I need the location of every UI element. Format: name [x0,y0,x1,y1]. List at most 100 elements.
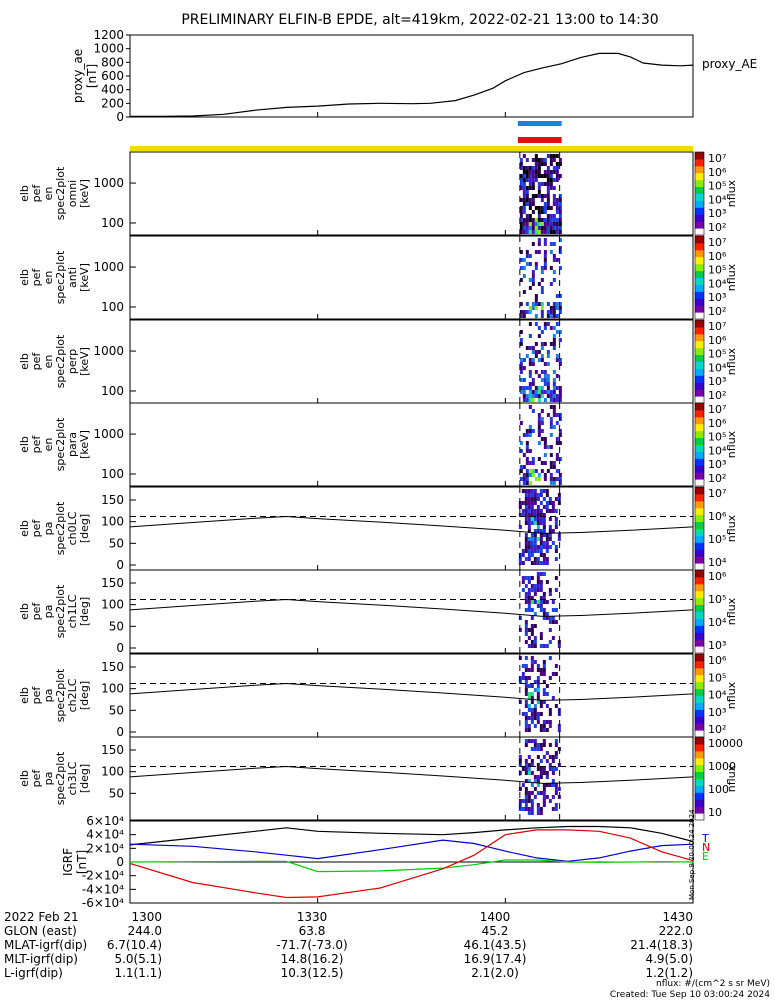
spec-panel-2-pixel [525,346,529,350]
spec-panel-2-colorbar-swatch [695,320,704,328]
pa-panel-1-pixel [527,608,531,612]
spec-panel-0-pixel [558,174,562,178]
pa-panel-0-pixel [527,541,531,545]
spec-panel-3-pixel [525,433,529,437]
spec-panel-1-pixel [534,250,538,254]
pa-panel-3-pixel [536,807,540,811]
pa-panel-3-colorbar: 10 100 1000 10000 nflux [694,736,743,821]
pa-panel-2-pixel [524,692,528,696]
spec-panel-0-pixel [528,182,532,186]
pa-panel-2-pixel [530,692,534,696]
pa-panel-1-pixel [536,600,540,604]
spec-panel-0-pixel [531,158,535,162]
spec-panel-3-pixel [528,461,532,465]
spec-panel-3-pixel [525,481,529,485]
spec-panel-1-pixel [552,258,556,262]
spec-panel-2-pixel [528,374,532,378]
spec-panel-1-pixel [555,258,559,262]
pa-panel-3-pixel [530,811,534,815]
spec-panel-0-pixel [528,202,532,206]
pa-panel-1-ylabel: ch1LC [66,594,79,628]
pa-panel-0-pixel [524,541,528,545]
pa-panel-3-pixel [527,791,531,795]
pa-panel-0-pixel [527,489,531,493]
pa-panel-0-pixel [545,501,549,505]
spec-panel-0-pixel [522,206,526,210]
pa-panel-3-pixel [542,799,546,803]
spec-panel-1-pixel [522,274,526,278]
pa-panel-3-pixel [545,771,549,775]
pa-panel-2-pixel [548,712,552,716]
spec-panel-1-pixel [531,278,535,282]
pa-panel-1-pixel [524,600,528,604]
pa-panel-3-pixel [524,803,528,807]
spec-panel-1-colorbar-tick: 10² [708,305,726,318]
spec-panel-1-pixel [549,314,553,318]
pa-panel-2-pixel [533,660,537,664]
pa-panel-1-pixel [521,576,525,580]
pa-panel-0-pixel [554,557,558,561]
spec-panel-1-colorbar-swatch [695,249,704,258]
pa-panel-1-pixel [524,608,528,612]
spec-panel-0-pixel [534,222,538,226]
pa-panel-3-colorbar-swatch [695,757,704,766]
pa-panel-2-pixel [530,664,534,668]
spec-panel-0-colorbar-swatch [695,200,704,208]
spec-panel-0-pixel [549,214,553,218]
spec-panel-3-pixel [558,413,562,417]
spec-panel-0-pixel [522,230,526,234]
pa-panel-0-pixel [551,505,555,509]
spec-panel-0-pixel [546,194,550,198]
pa-panel-3-pixel [536,779,540,783]
spec-panel-2-pixel [534,322,538,326]
pa-panel-3-pixel [524,779,528,783]
pa-panel-2-ylabel: elb [18,687,31,704]
spec-panel-3-pixel [546,413,550,417]
spec-panel-0-pixel [525,174,529,178]
spec-panel-2-pixel [552,338,556,342]
pa-panel-3-pixel [557,787,561,791]
pa-panel-2-pixel [533,724,537,728]
pa-panel-0-yunit: [deg] [78,514,91,543]
pa-panel-0-pixel [527,501,531,505]
pa-panel-1-colorbar: 10³ 10⁴ 10⁵ 10⁶ nflux [694,569,738,654]
pa-panel-1-colorbar-swatch [695,611,704,619]
pa-panel-3-ytick-label: 50 [109,786,124,800]
pa-panel-3-pixel [533,779,537,783]
spec-panel-0-pixel [534,178,538,182]
spec-panel-2-pixel [540,390,544,394]
pa-panel-0-pixel [533,501,537,505]
spec-panel-0-pixel [552,194,556,198]
spec-panel-0-pixel [558,218,562,222]
spec-panel-0-ylabel: omni [66,180,79,207]
pa-panel-1-ytick-label: 150 [101,576,124,590]
pa-panel-3-pixel [536,775,540,779]
pa-panel-1-pixel [548,616,552,620]
spec-panel-2-pixel [555,374,559,378]
spec-panel-2-pixel [543,342,547,346]
pa-panel-0-pixel [554,509,558,513]
footer-created: Created: Tue Sep 10 03:00:24 2024 [610,990,770,1000]
pa-panel-0-frame [129,486,694,571]
pa-panel-3-pixel [533,795,537,799]
pa-panel-0-pixel [527,505,531,509]
pa-panel-2-colorbar-swatch [695,723,704,731]
spec-panel-0-pixel [537,170,541,174]
pa-panel-1-pixel [533,600,537,604]
spec-panel-0-pixel [558,198,562,202]
spec-panel-0-ylabel: en [42,187,55,201]
pa-panel-0-pixel [527,509,531,513]
spec-panel-3-pixel [537,441,541,445]
spec-panel-2-pixel [531,382,535,386]
spec-panel-3-pixel [555,453,559,457]
spec-panel-0-pixel [534,174,538,178]
pa-panel-0-pixel [533,513,537,517]
pa-panel-3-pixel [518,755,522,759]
spec-panel-2-pixel [555,394,559,398]
spec-panel-3-colorbar-swatch [695,479,704,487]
spec-panel-1-pixel [558,294,562,298]
pa-panel-3-ytick-label: 150 [101,743,124,757]
pa-panel-0-pixel [530,549,534,553]
spec-panel-2-pixel [522,394,526,398]
pa-panel-2-pixel [536,696,540,700]
